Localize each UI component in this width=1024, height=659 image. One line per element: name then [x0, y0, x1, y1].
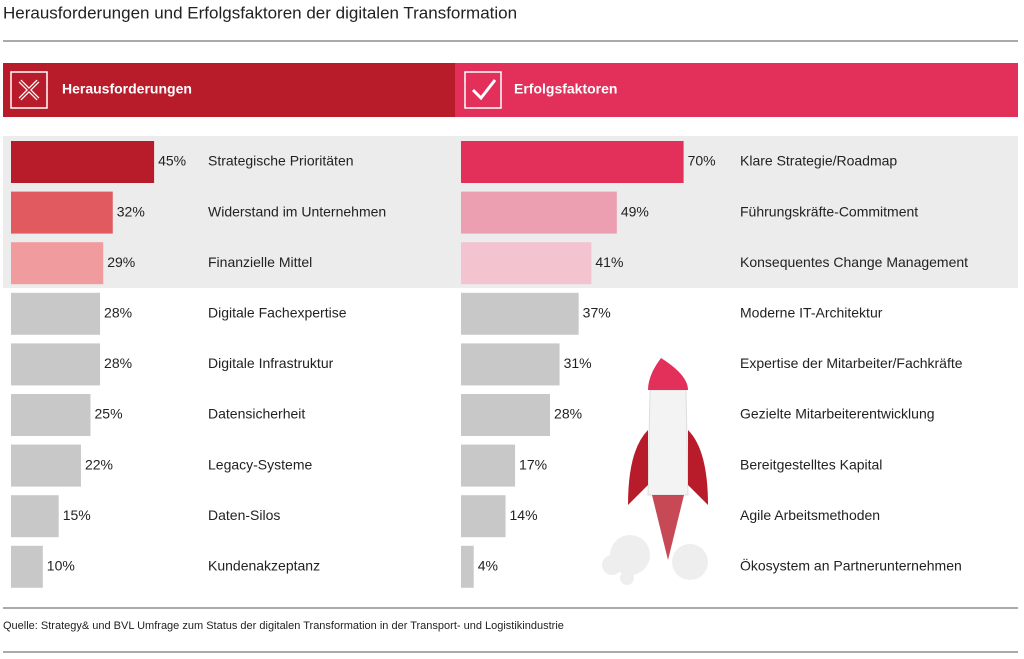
category-label: Widerstand im Unternehmen — [208, 203, 386, 219]
bar — [11, 191, 113, 234]
bar — [461, 292, 579, 335]
category-label: Digitale Infrastruktur — [208, 355, 334, 371]
value-label: 15% — [63, 507, 91, 523]
category-label: Datensicherheit — [208, 406, 305, 422]
bar — [11, 394, 91, 436]
bar — [461, 545, 474, 588]
value-label: 49% — [621, 203, 649, 219]
value-label: 45% — [158, 153, 186, 169]
panel-title: Erfolgsfaktoren — [514, 81, 617, 97]
category-label: Finanzielle Mittel — [208, 254, 312, 270]
category-label: Kundenakzeptanz — [208, 558, 320, 574]
value-label: 4% — [478, 558, 498, 574]
value-label: 29% — [107, 254, 135, 270]
page-title: Herausforderungen und Erfolgsfaktoren de… — [3, 3, 517, 22]
category-label: Ökosystem an Partnerunternehmen — [740, 557, 962, 574]
category-label: Konsequentes Change Management — [740, 254, 968, 270]
bar — [11, 292, 101, 335]
value-label: 28% — [554, 406, 582, 422]
value-label: 32% — [117, 203, 145, 219]
category-label: Daten-Silos — [208, 507, 280, 523]
bar — [461, 444, 516, 487]
category-label: Strategische Prioritäten — [208, 153, 354, 169]
category-label: Legacy-Systeme — [208, 456, 312, 472]
header-icons — [10, 71, 502, 109]
category-label: Digitale Fachexpertise — [208, 305, 347, 321]
panel-header — [455, 63, 1018, 117]
bar — [461, 141, 684, 183]
rocket-illustration — [602, 358, 708, 585]
panel-header — [3, 63, 455, 117]
bar — [11, 141, 155, 183]
category-label: Bereitgestelltes Kapital — [740, 456, 882, 472]
bar — [11, 343, 101, 386]
value-label: 14% — [510, 507, 538, 523]
category-label: Klare Strategie/Roadmap — [740, 153, 897, 169]
value-label: 28% — [104, 305, 132, 321]
bar — [11, 242, 104, 285]
bar — [11, 444, 81, 487]
bar — [11, 545, 43, 588]
value-label: 10% — [47, 558, 75, 574]
bar — [461, 394, 551, 436]
bar — [461, 191, 617, 234]
value-label: 37% — [583, 305, 611, 321]
category-label: Expertise der Mitarbeiter/Fachkräfte — [740, 355, 963, 371]
category-label: Führungskräfte-Commitment — [740, 203, 918, 219]
value-label: 22% — [85, 456, 113, 472]
panel-title: Herausforderungen — [62, 81, 192, 97]
value-label: 28% — [104, 355, 132, 371]
bar — [461, 495, 506, 538]
category-label: Gezielte Mitarbeiterentwicklung — [740, 406, 935, 422]
value-label: 70% — [688, 153, 716, 169]
value-label: 17% — [519, 456, 547, 472]
value-label: 25% — [95, 406, 123, 422]
value-label: 41% — [595, 254, 623, 270]
source-note: Quelle: Strategy& und BVL Umfrage zum St… — [3, 620, 564, 632]
bar — [11, 495, 59, 538]
category-label: Moderne IT-Architektur — [740, 305, 883, 321]
category-label: Agile Arbeitsmethoden — [740, 507, 880, 523]
value-label: 31% — [564, 355, 592, 371]
bar — [461, 343, 560, 386]
bar — [461, 242, 592, 285]
